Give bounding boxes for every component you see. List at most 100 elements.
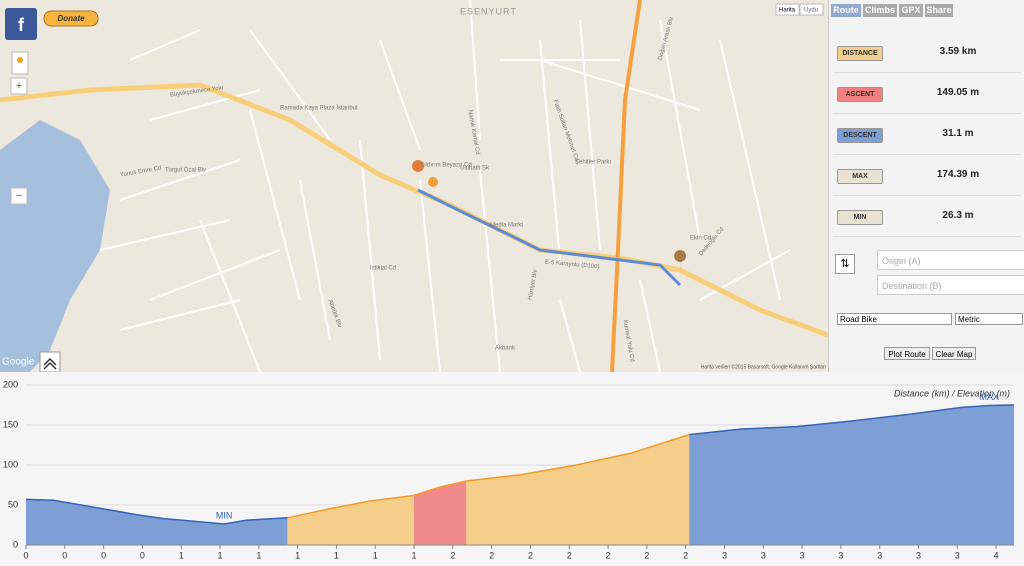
- x-tick-label: 1: [179, 550, 184, 560]
- stat-label: MIN: [837, 210, 883, 225]
- annotation: MAX: [979, 392, 999, 402]
- map-type-label: Uydu: [804, 8, 818, 14]
- sea: [0, 120, 110, 372]
- x-tick-label: 0: [23, 550, 28, 560]
- x-tick-label: 4: [994, 550, 999, 560]
- x-tick-label: 1: [412, 550, 417, 560]
- streets: [99, 0, 791, 372]
- pegman-icon: [17, 57, 23, 63]
- x-tick-label: 1: [373, 550, 378, 560]
- y-tick-label: 200: [3, 379, 18, 389]
- x-tick-label: 3: [916, 550, 921, 560]
- tab[interactable]: GPX: [899, 4, 923, 17]
- x-tick-label: 2: [528, 550, 533, 560]
- x-tick-label: 2: [489, 550, 494, 560]
- stat-row: ASCENT 149.05 m: [833, 75, 1021, 114]
- destination-input[interactable]: Destination (B): [877, 275, 1024, 295]
- map-label: Turgut Özal Blv: [165, 167, 206, 174]
- facebook-button[interactable]: [5, 8, 37, 40]
- x-tick-label: 3: [800, 550, 805, 560]
- stat-value: 3.59 km: [939, 46, 977, 57]
- stat-row: DISTANCE 3.59 km: [833, 34, 1021, 73]
- elevation-area: [26, 499, 288, 545]
- marker: [412, 160, 425, 186]
- profile-select[interactable]: Road Bike: [837, 313, 952, 325]
- map-label: Ekin Cd: [690, 236, 711, 242]
- stat-value: 174.39 m: [936, 169, 980, 180]
- marker: [674, 250, 687, 280]
- x-tick-label: 2: [567, 550, 572, 560]
- stat-label: DISTANCE: [837, 46, 883, 61]
- stat-row: MIN 26.3 m: [833, 198, 1021, 237]
- x-tick-label: 3: [722, 550, 727, 560]
- x-tick-label: 0: [62, 550, 67, 560]
- y-tick-label: 150: [3, 419, 18, 429]
- elevation-chart: Distance (km) / Elevation (m) 0501001502…: [0, 372, 1024, 566]
- stat-label: DESCENT: [837, 128, 883, 143]
- x-tick-label: 1: [295, 550, 300, 560]
- elevation-line: [466, 433, 690, 482]
- tab[interactable]: Share: [925, 4, 953, 17]
- x-tick-label: 2: [683, 550, 688, 560]
- x-tick-label: 3: [955, 550, 960, 560]
- zoom-out[interactable]: [10, 187, 28, 205]
- swap-button[interactable]: ⇅: [835, 254, 855, 274]
- zoom-out-label: −: [16, 190, 22, 202]
- attribution: Harita verileri ©2015 Basarsoft, Google …: [701, 363, 826, 370]
- stat-label: MAX: [837, 169, 883, 184]
- google-logo: Google: [2, 357, 35, 368]
- map-label: Akbank: [495, 346, 516, 352]
- y-tick-label: 50: [8, 499, 18, 509]
- elevation-line: [413, 480, 467, 497]
- map-type-label: Harita: [779, 8, 796, 14]
- elevation-area: [414, 481, 467, 545]
- stat-label: ASCENT: [837, 87, 883, 102]
- side-panel: Route Climbs GPX Share DISTANCE 3.59 km AS…: [828, 0, 1024, 372]
- stat-value: 149.05 m: [936, 87, 980, 98]
- clear-button[interactable]: Clear Map: [932, 347, 976, 360]
- map-label: E-5 Karayolu (D100): [545, 260, 600, 271]
- origin-input[interactable]: Origin (A): [877, 250, 1024, 270]
- elevation-line: [689, 404, 1015, 436]
- facebook-icon: f: [18, 15, 25, 35]
- x-tick-label: 2: [644, 550, 649, 560]
- y-tick-label: 0: [13, 539, 18, 549]
- zoom-in[interactable]: [10, 77, 28, 95]
- stat-row: MAX 174.39 m: [833, 157, 1021, 196]
- x-tick-label: 2: [450, 550, 455, 560]
- stat-row: DESCENT 31.1 m: [833, 116, 1021, 155]
- motorway: [610, 0, 642, 372]
- stat-value: 31.1 m: [942, 128, 974, 139]
- map-label: Media Markt: [490, 223, 523, 229]
- elevation-line: [25, 498, 288, 525]
- y-tick-label: 100: [3, 459, 18, 469]
- plot-button[interactable]: Plot Route: [884, 347, 930, 360]
- map-background: [0, 0, 828, 372]
- map: f Donate + − Harita Uydu Google Harita v…: [0, 0, 828, 372]
- x-tick-label: 2: [606, 550, 611, 560]
- elevation-area: [689, 405, 1014, 545]
- x-tick-label: 0: [101, 550, 106, 560]
- elevation-area: [287, 495, 415, 545]
- map-label: İstiklal Cd: [370, 265, 396, 272]
- map-type-button[interactable]: [799, 3, 824, 16]
- map-label: Ramada Kaya Plaza İstanbul: [280, 105, 357, 112]
- donate-label: Donate: [57, 14, 85, 23]
- tab[interactable]: Route: [831, 4, 861, 17]
- collapse-icon: [43, 357, 57, 370]
- map-type-button[interactable]: [775, 3, 800, 16]
- map-label: Şehitler Parkı: [575, 160, 611, 166]
- stat-value: 26.3 m: [942, 210, 974, 221]
- x-tick-label: 1: [334, 550, 339, 560]
- map-label: Ulubatlı Sk: [460, 166, 490, 172]
- donate-button[interactable]: [43, 10, 99, 27]
- units-select[interactable]: Metric: [955, 313, 1023, 325]
- x-tick-label: 0: [140, 550, 145, 560]
- map-label: ESENYURT: [460, 6, 517, 16]
- chart-title: Distance (km) / Elevation (m): [894, 388, 1010, 398]
- x-tick-label: 1: [256, 550, 261, 560]
- zoom-in-label: +: [16, 80, 22, 92]
- tab[interactable]: Climbs: [863, 4, 897, 17]
- x-tick-label: 1: [218, 550, 223, 560]
